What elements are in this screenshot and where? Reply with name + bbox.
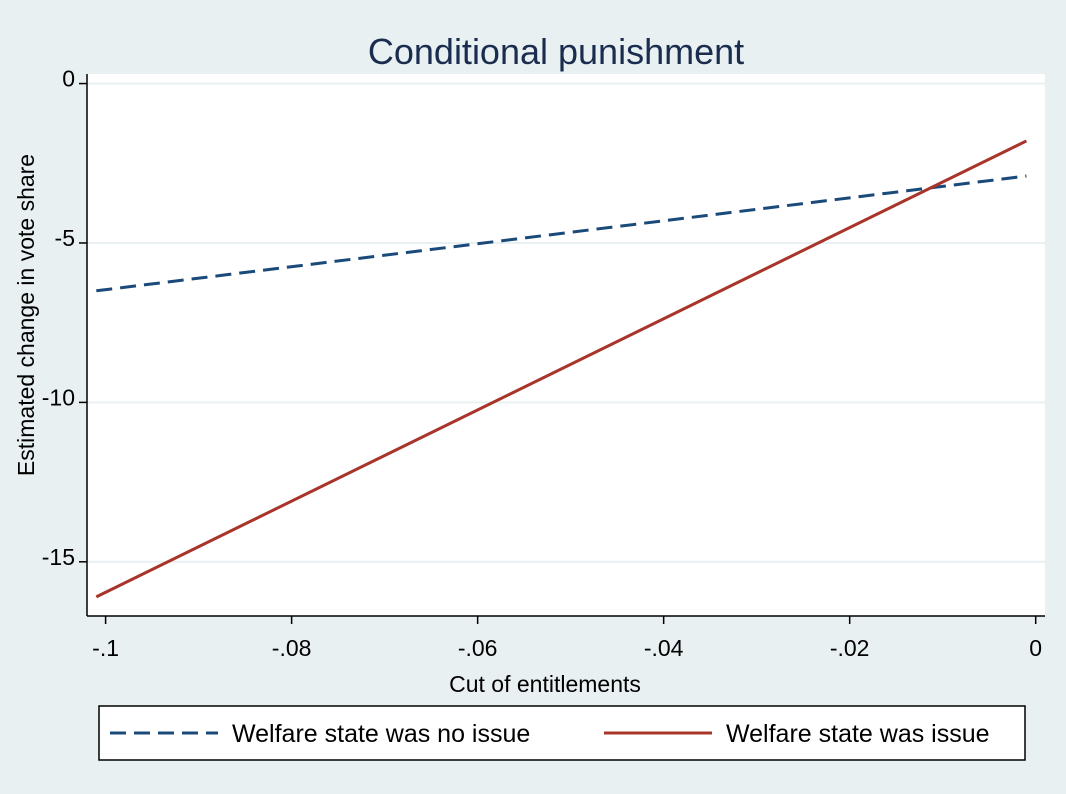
plot-area <box>87 74 1045 616</box>
legend-label-issue: Welfare state was issue <box>726 720 990 748</box>
x-axis-ticks: -.1 -.08 -.06 -.04 -.02 0 <box>92 616 1042 661</box>
grid-lines <box>87 82 1045 563</box>
x-axis-title: Cut of entitlements <box>449 671 641 697</box>
y-tick-label: -15 <box>42 544 75 570</box>
x-tick-label: -.1 <box>92 635 119 661</box>
series-line-no-issue <box>96 174 1027 293</box>
y-axis-ticks: 0 -5 -10 -15 <box>42 66 87 570</box>
series-lines <box>95 139 1028 599</box>
x-tick-label: -.04 <box>644 635 684 661</box>
y-tick-label: -5 <box>55 225 75 251</box>
legend-box <box>98 705 1026 761</box>
y-tick-label: -10 <box>42 384 75 410</box>
x-tick-label: 0 <box>1029 635 1042 661</box>
legend: Welfare state was no issue Welfare state… <box>98 705 1026 761</box>
x-tick-label: -.08 <box>272 635 312 661</box>
x-tick-label: -.02 <box>830 635 870 661</box>
y-tick-label: 0 <box>62 66 75 92</box>
legend-label-no-issue: Welfare state was no issue <box>232 720 530 748</box>
chart-title: Conditional punishment <box>368 31 744 72</box>
series-line-issue <box>95 139 1028 599</box>
y-axis-title: Estimated change in vote share <box>13 154 39 476</box>
x-tick-label: -.06 <box>458 635 498 661</box>
